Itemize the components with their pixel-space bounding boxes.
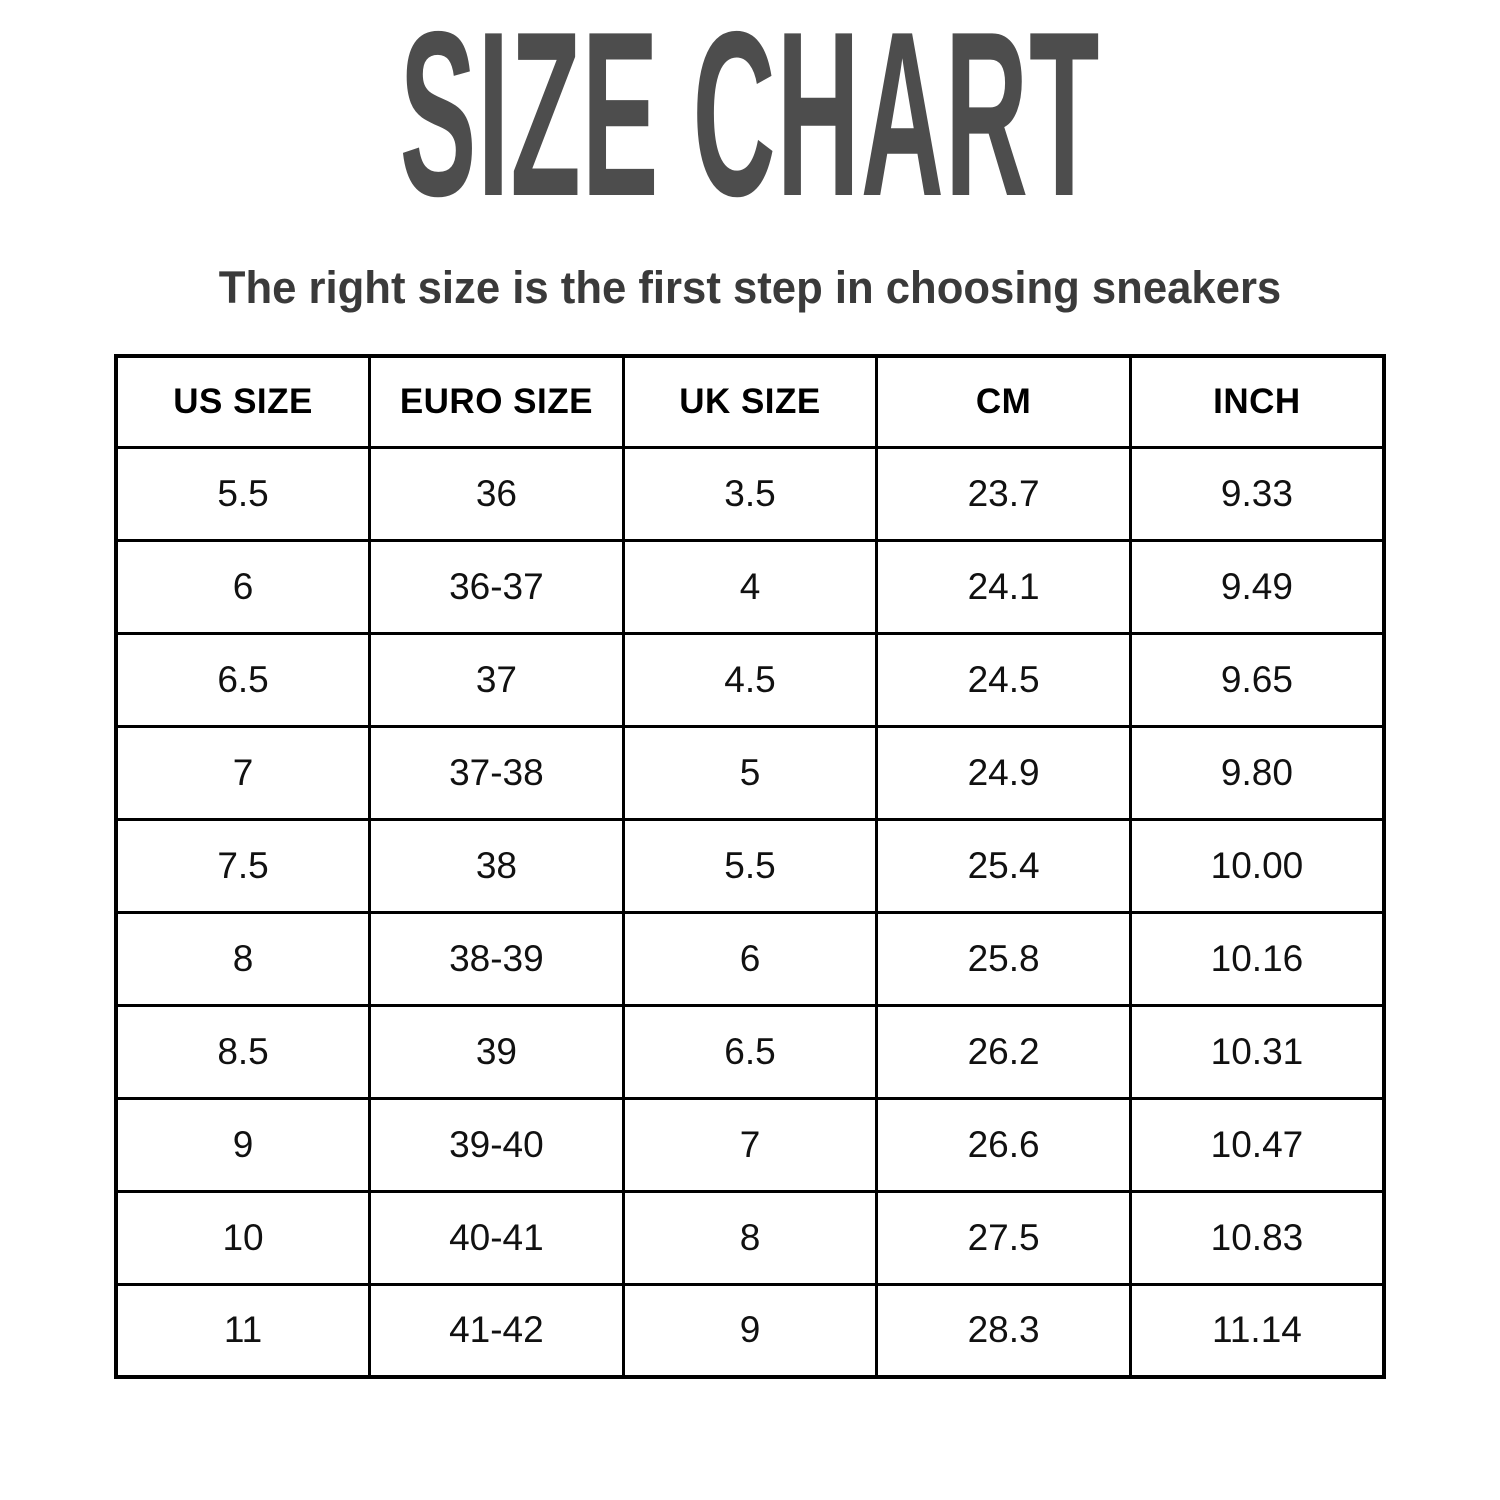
- table-row: 5.5 36 3.5 23.7 9.33: [114, 445, 1386, 542]
- table-cell: 39-40: [368, 1096, 625, 1193]
- table-cell: 28.3: [875, 1282, 1132, 1379]
- table-cell: 9: [621, 1282, 879, 1379]
- table-row: 6 36-37 4 24.1 9.49: [114, 538, 1386, 635]
- table-cell: 8: [621, 1189, 879, 1286]
- column-header: INCH: [1128, 354, 1386, 449]
- size-table-body: 5.5 36 3.5 23.7 9.33 6 36-37 4 24.1 9.49 6.5 37 4.5 2…: [114, 445, 1386, 1379]
- table-cell: 24.9: [875, 724, 1132, 821]
- table-cell: 10.16: [1128, 910, 1386, 1007]
- page-subtitle: The right size is the first step in choo…: [218, 262, 1282, 313]
- title-wrap: SIZE CHART: [0, 0, 1500, 245]
- table-cell: 24.1: [875, 538, 1132, 635]
- table-cell: 7.5: [114, 817, 372, 914]
- table-cell: 9.80: [1128, 724, 1386, 821]
- table-cell: 25.8: [875, 910, 1132, 1007]
- table-cell: 6: [114, 538, 372, 635]
- table-cell: 38-39: [368, 910, 625, 1007]
- table-cell: 4: [621, 538, 879, 635]
- table-cell: 37: [368, 631, 625, 728]
- table-cell: 36-37: [368, 538, 625, 635]
- column-header: EURO SIZE: [368, 354, 625, 449]
- table-cell: 8: [114, 910, 372, 1007]
- table-cell: 10.47: [1128, 1096, 1386, 1193]
- table-cell: 10.00: [1128, 817, 1386, 914]
- table-cell: 5.5: [114, 445, 372, 542]
- table-cell: 10.31: [1128, 1003, 1386, 1100]
- table-cell: 37-38: [368, 724, 625, 821]
- column-header: US SIZE: [114, 354, 372, 449]
- table-row: 11 41-42 9 28.3 11.14: [114, 1282, 1386, 1379]
- table-cell: 26.6: [875, 1096, 1132, 1193]
- table-cell: 39: [368, 1003, 625, 1100]
- table-cell: 9.49: [1128, 538, 1386, 635]
- table-row: 7.5 38 5.5 25.4 10.00: [114, 817, 1386, 914]
- table-cell: 38: [368, 817, 625, 914]
- table-cell: 7: [621, 1096, 879, 1193]
- table-cell: 9.33: [1128, 445, 1386, 542]
- table-cell: 10: [114, 1189, 372, 1286]
- table-row: 6.5 37 4.5 24.5 9.65: [114, 631, 1386, 728]
- table-cell: 27.5: [875, 1189, 1132, 1286]
- column-header: UK SIZE: [621, 354, 879, 449]
- table-cell: 23.7: [875, 445, 1132, 542]
- table-cell: 4.5: [621, 631, 879, 728]
- table-cell: 24.5: [875, 631, 1132, 728]
- table-cell: 11: [114, 1282, 372, 1379]
- table-cell: 3.5: [621, 445, 879, 542]
- table-cell: 40-41: [368, 1189, 625, 1286]
- table-cell: 10.83: [1128, 1189, 1386, 1286]
- table-cell: 41-42: [368, 1282, 625, 1379]
- table-cell: 6.5: [114, 631, 372, 728]
- table-cell: 9.65: [1128, 631, 1386, 728]
- size-table-head: US SIZE EURO SIZE UK SIZE CM INCH: [114, 354, 1386, 449]
- table-cell: 6.5: [621, 1003, 879, 1100]
- table-cell: 7: [114, 724, 372, 821]
- header-row: US SIZE EURO SIZE UK SIZE CM INCH: [114, 354, 1386, 449]
- table-cell: 5.5: [621, 817, 879, 914]
- column-header: CM: [875, 354, 1132, 449]
- table-cell: 6: [621, 910, 879, 1007]
- table-cell: 8.5: [114, 1003, 372, 1100]
- page-title: SIZE CHART: [399, 0, 1101, 245]
- table-cell: 9: [114, 1096, 372, 1193]
- table-cell: 11.14: [1128, 1282, 1386, 1379]
- table-cell: 26.2: [875, 1003, 1132, 1100]
- table-row: 8.5 39 6.5 26.2 10.31: [114, 1003, 1386, 1100]
- table-cell: 25.4: [875, 817, 1132, 914]
- table-row: 8 38-39 6 25.8 10.16: [114, 910, 1386, 1007]
- size-chart-table: US SIZE EURO SIZE UK SIZE CM INCH 5.5 36 3.5 23…: [114, 354, 1386, 1379]
- table-row: 7 37-38 5 24.9 9.80: [114, 724, 1386, 821]
- table-cell: 36: [368, 445, 625, 542]
- table-row: 10 40-41 8 27.5 10.83: [114, 1189, 1386, 1286]
- table-row: 9 39-40 7 26.6 10.47: [114, 1096, 1386, 1193]
- table-cell: 5: [621, 724, 879, 821]
